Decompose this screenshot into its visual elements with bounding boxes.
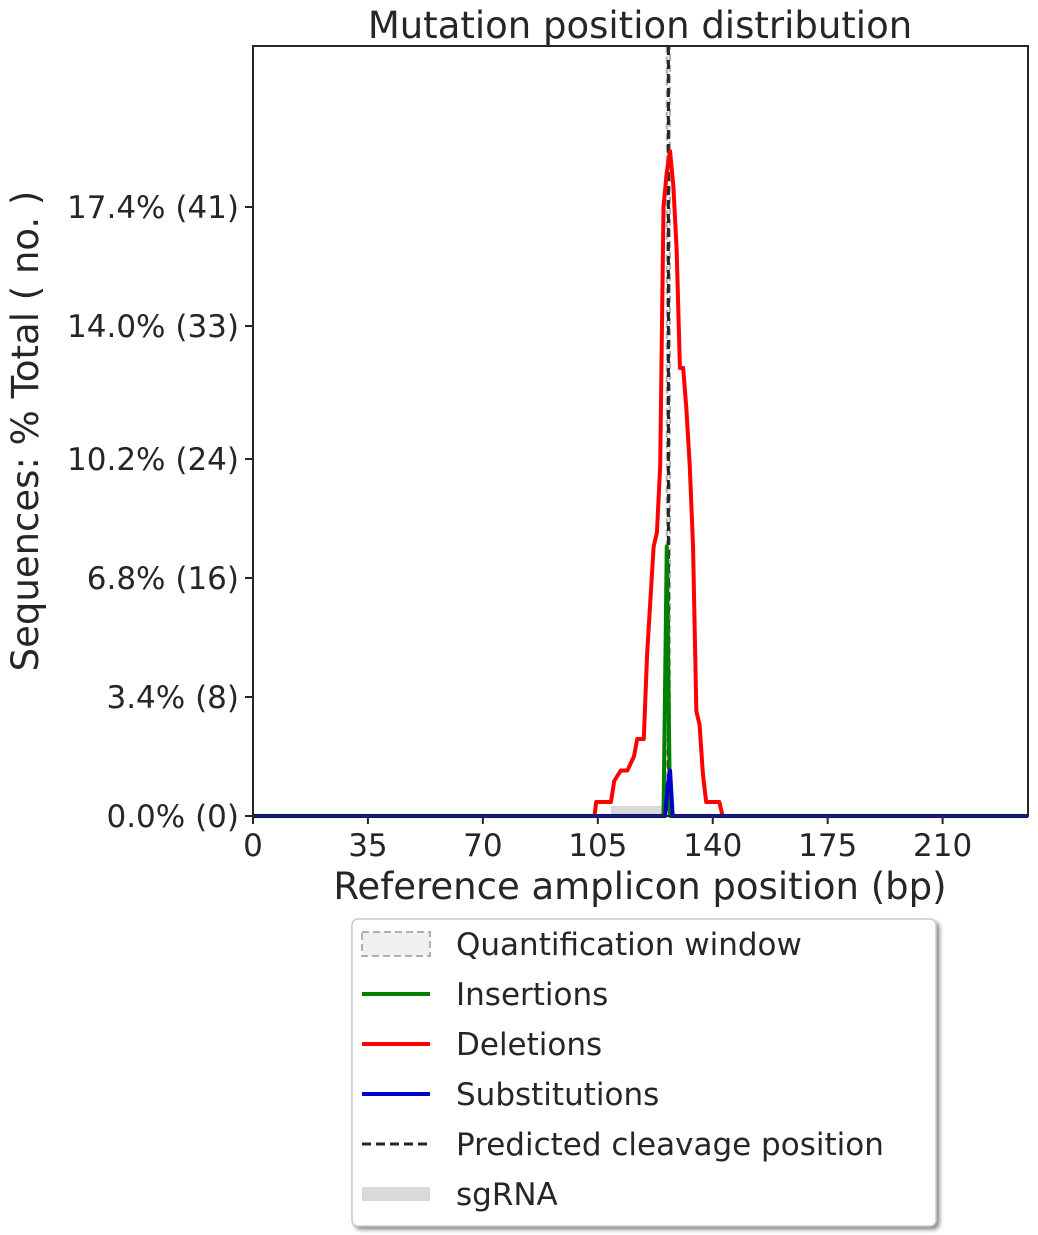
series-line-insertions [253, 544, 1028, 818]
legend-swatch-window [361, 931, 431, 957]
legend-label: Deletions [456, 1027, 602, 1063]
x-tick-label: 175 [798, 828, 857, 864]
legend-label: Predicted cleavage position [456, 1127, 884, 1163]
legend-label: Substitutions [456, 1077, 659, 1113]
x-tick-label: 210 [913, 828, 972, 864]
legend: Quantification window Insertions Deletions… [351, 918, 937, 1227]
legend-label: Quantification window [456, 927, 802, 963]
chart-title: Mutation position distribution [368, 4, 912, 47]
y-tick-label: 0.0% (0) [106, 799, 239, 835]
legend-label: Insertions [456, 977, 608, 1013]
y-tick-label: 10.2% (24) [67, 442, 239, 478]
x-tick-label: 105 [568, 828, 627, 864]
legend-label: sgRNA [456, 1177, 558, 1213]
x-tick-label: 0 [243, 828, 263, 864]
plot-frame [252, 45, 1029, 817]
y-axis-ticks: 0.0% (0) 3.4% (8) 6.8% (16) 10.2% (24) 14.0%… [67, 190, 253, 835]
x-tick-label: 35 [348, 828, 387, 864]
y-tick-label: 3.4% (8) [106, 680, 239, 716]
legend-box [351, 918, 937, 1227]
x-axis-ticks: 0 35 70 105 140 175 210 [243, 816, 972, 864]
y-tick-label: 14.0% (33) [67, 309, 239, 345]
y-tick-label: 6.8% (16) [87, 561, 239, 597]
x-tick-label: 70 [463, 828, 502, 864]
series-lines [253, 149, 1028, 818]
x-axis-title: Reference amplicon position (bp) [333, 865, 946, 908]
y-tick-label: 17.4% (41) [67, 190, 239, 226]
series-line-deletions [253, 149, 1028, 818]
x-tick-label: 140 [683, 828, 742, 864]
y-axis-title: Sequences: % Total ( no. ) [4, 191, 47, 672]
